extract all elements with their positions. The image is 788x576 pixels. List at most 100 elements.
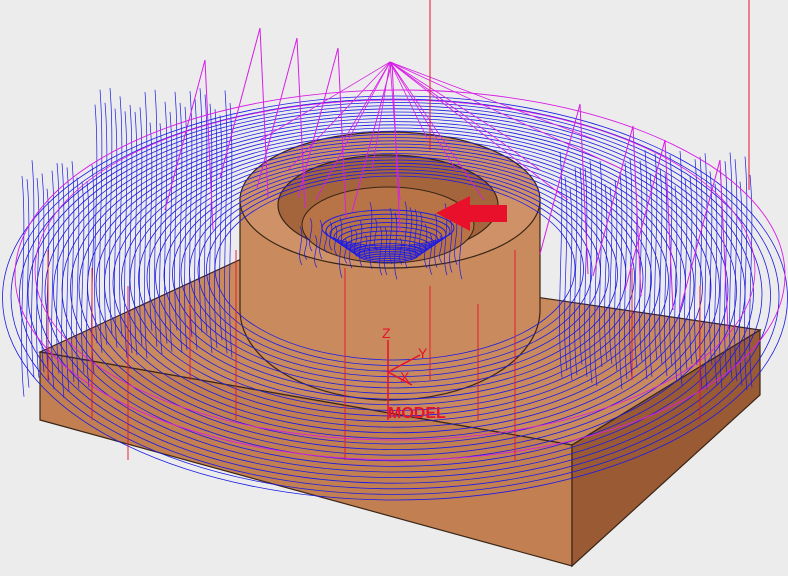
magenta-fan-line xyxy=(343,61,391,141)
blue-contour-pass xyxy=(163,156,627,395)
blue-vertical-pass xyxy=(599,160,603,368)
blue-vertical-pass xyxy=(574,167,578,376)
x-axis-line xyxy=(387,371,413,386)
blue-vertical-pass xyxy=(429,233,433,275)
blue-vertical-pass xyxy=(309,218,313,252)
blue-vertical-pass xyxy=(26,179,30,388)
blue-vertical-pass xyxy=(71,161,75,383)
y-axis-label: Y xyxy=(418,345,428,361)
blue-vertical-pass xyxy=(339,217,343,278)
blue-vertical-pass xyxy=(604,184,608,361)
blue-vertical-pass xyxy=(229,102,233,358)
blue-vertical-pass xyxy=(644,150,648,380)
blue-vertical-pass xyxy=(724,161,728,376)
magenta-link-move xyxy=(256,37,306,209)
magenta-link-move xyxy=(539,103,589,275)
blue-vertical-pass xyxy=(104,102,108,345)
blue-vertical-pass xyxy=(169,111,173,352)
blue-vertical-pass xyxy=(41,173,45,373)
blue-vertical-pass xyxy=(714,183,718,386)
blue-vertical-pass xyxy=(174,91,178,331)
magenta-fan-line xyxy=(389,61,401,201)
blue-vertical-pass xyxy=(449,219,453,273)
blue-vertical-pass xyxy=(359,219,363,267)
magenta-outer-loop xyxy=(34,99,756,441)
blue-contour-pass xyxy=(146,150,644,406)
toolpath-magenta-links xyxy=(14,27,786,461)
blue-vertical-pass xyxy=(744,156,748,391)
toolpath-blue-contours xyxy=(2,88,788,501)
magenta-fan-line xyxy=(371,61,391,171)
blue-vertical-pass xyxy=(21,176,25,397)
magenta-fan-line xyxy=(287,61,391,171)
y-axis-line xyxy=(387,354,421,373)
blue-contour-pass xyxy=(172,159,618,389)
blue-vertical-pass xyxy=(51,170,55,390)
blue-vertical-pass xyxy=(36,178,40,378)
model-csys: Z Y X MODEL xyxy=(382,325,446,422)
blue-vertical-pass xyxy=(76,177,80,389)
red-arrow-left-icon xyxy=(436,196,507,231)
blue-vertical-pass xyxy=(224,90,228,354)
blue-vertical-pass xyxy=(569,188,573,381)
z-axis-label: Z xyxy=(382,325,391,341)
blue-vertical-pass xyxy=(56,163,60,374)
blue-vertical-pass xyxy=(139,107,143,346)
csys-model-label: MODEL xyxy=(388,405,446,422)
magenta-outer-loop xyxy=(14,89,786,461)
magenta-link-move xyxy=(297,47,347,219)
blue-vertical-pass xyxy=(579,167,583,365)
blue-vertical-pass xyxy=(149,122,153,331)
blue-vertical-pass xyxy=(389,207,393,265)
blue-vertical-pass xyxy=(209,103,213,353)
blue-vertical-pass xyxy=(109,88,113,334)
blue-vertical-pass xyxy=(144,92,148,359)
blue-vertical-pass xyxy=(124,111,128,358)
blue-vertical-pass xyxy=(319,219,323,260)
blue-vertical-pass xyxy=(694,159,698,366)
blue-pocket-pass xyxy=(341,230,435,256)
blue-contour-pass xyxy=(36,108,754,479)
blue-vertical-pass xyxy=(614,179,618,371)
blue-vertical-pass xyxy=(684,178,688,370)
blue-pocket-pass xyxy=(357,247,419,263)
blue-contour-pass xyxy=(121,140,669,423)
blue-vertical-pass xyxy=(159,123,163,355)
magenta-fan-line xyxy=(389,61,597,141)
blue-contour-pass xyxy=(27,105,763,484)
blue-vertical-pass xyxy=(154,89,158,347)
blue-vertical-pass xyxy=(219,115,223,341)
blue-vertical-pass xyxy=(164,101,168,344)
blue-vertical-pass xyxy=(369,201,373,270)
magenta-fan-line xyxy=(315,61,391,201)
blue-contour-pass xyxy=(19,102,771,490)
blue-vertical-pass xyxy=(119,96,123,337)
blue-vertical-pass xyxy=(594,179,598,387)
blue-vertical-pass xyxy=(639,160,643,362)
blue-vertical-pass xyxy=(114,108,118,348)
blue-vertical-pass xyxy=(179,102,183,354)
blue-contour-pass xyxy=(197,169,593,372)
blue-contour-pass xyxy=(180,162,610,383)
magenta-fan-line xyxy=(389,61,569,201)
blue-vertical-pass xyxy=(439,235,443,264)
toolpath-red-plunges xyxy=(47,0,750,460)
blue-pocket-pass xyxy=(337,226,439,254)
magenta-fan-line xyxy=(389,61,541,171)
blue-vertical-pass xyxy=(61,163,65,398)
blue-vertical-pass xyxy=(584,167,588,377)
blue-vertical-pass xyxy=(739,181,743,386)
blue-vertical-pass xyxy=(624,162,628,380)
magenta-fan-line xyxy=(389,61,429,141)
blue-vertical-pass xyxy=(204,94,208,334)
blue-pocket-pass xyxy=(329,217,447,251)
blue-vertical-pass xyxy=(589,160,593,383)
blue-vertical-pass xyxy=(674,185,678,383)
blue-vertical-pass xyxy=(659,168,663,364)
x-axis-label: X xyxy=(400,369,410,385)
blue-pocket-pass xyxy=(333,222,443,252)
magenta-link-move xyxy=(164,59,214,231)
blue-vertical-pass xyxy=(344,238,348,264)
